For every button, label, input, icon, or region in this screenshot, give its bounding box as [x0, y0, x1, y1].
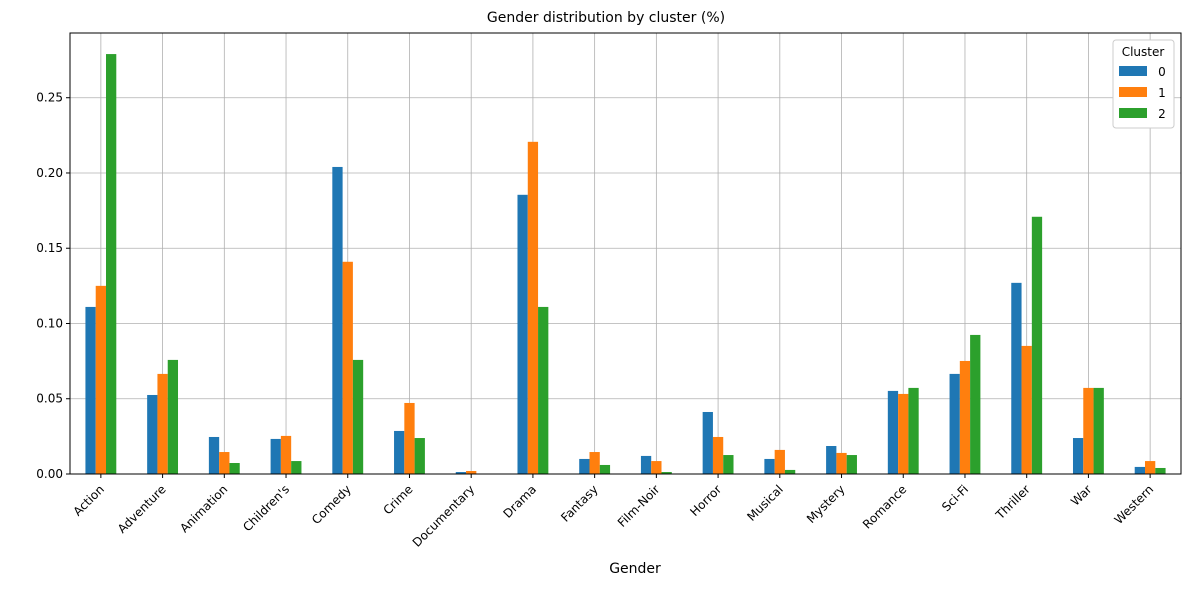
legend-swatch [1119, 66, 1147, 76]
x-tick-label: Adventure [115, 482, 169, 536]
bar-war-cluster-1 [1083, 387, 1094, 474]
bar-action-cluster-0 [85, 306, 96, 474]
x-tick-label: Horror [687, 482, 724, 519]
bar-musical-cluster-2 [784, 469, 796, 474]
bar-romance-cluster-2 [908, 387, 919, 474]
legend-label: 2 [1158, 107, 1166, 121]
bar-scifi-cluster-1 [959, 360, 971, 474]
bar-crime-cluster-2 [414, 438, 425, 474]
y-tick-label: 0.05 [36, 392, 63, 406]
bar-mystery-cluster-0 [826, 446, 837, 474]
x-tick-label: Sci-Fi [939, 482, 971, 514]
legend-label: 0 [1158, 65, 1166, 79]
bar-animation-cluster-2 [229, 463, 240, 474]
bar-childrens-cluster-2 [291, 461, 302, 474]
bar-animation-cluster-1 [219, 452, 230, 474]
bar-western-cluster-1 [1144, 461, 1156, 474]
x-tick-label: Musical [744, 482, 786, 524]
x-tick-label: Western [1112, 482, 1157, 527]
bar-drama-cluster-1 [527, 141, 539, 474]
bar-comedy-cluster-2 [352, 359, 364, 474]
x-tick-label: Crime [380, 482, 415, 517]
bar-mystery-cluster-1 [836, 452, 847, 474]
y-tick-label: 0.15 [36, 241, 63, 255]
bar-filmnoir-cluster-0 [640, 455, 652, 474]
x-tick-label: Children's [240, 482, 292, 534]
bar-filmnoir-cluster-1 [651, 461, 662, 474]
bar-childrens-cluster-1 [280, 435, 292, 474]
y-tick-label: 0.20 [36, 166, 63, 180]
legend-title: Cluster [1122, 45, 1165, 59]
bar-romance-cluster-1 [898, 393, 909, 474]
bar-fantasy-cluster-2 [599, 464, 611, 474]
bar-thriller-cluster-0 [1011, 282, 1022, 474]
bar-drama-cluster-0 [517, 194, 528, 474]
x-tick-label: Action [71, 482, 107, 518]
x-tick-label: Documentary [410, 482, 478, 550]
bar-comedy-cluster-1 [342, 261, 353, 474]
bar-romance-cluster-0 [887, 390, 899, 474]
bar-scifi-cluster-0 [949, 373, 960, 474]
x-tick-label: Thriller [992, 482, 1032, 522]
legend-label: 1 [1158, 86, 1166, 100]
bar-adventure-cluster-2 [167, 359, 179, 474]
bars [85, 54, 1166, 475]
x-axis: Action Adventure Animation Children's Comedy… [71, 474, 1157, 550]
bar-war-cluster-0 [1072, 438, 1084, 474]
x-tick-label: Mystery [804, 482, 848, 526]
legend-box [1112, 39, 1175, 129]
y-tick-label: 0.00 [36, 467, 63, 481]
bar-fantasy-cluster-1 [589, 452, 600, 474]
bar-adventure-cluster-0 [147, 394, 158, 474]
plot-frame [69, 32, 1182, 475]
bar-horror-cluster-1 [712, 436, 724, 474]
bar-war-cluster-2 [1093, 387, 1104, 474]
bar-childrens-cluster-0 [270, 438, 281, 474]
legend: Cluster 0 1 2 [1112, 39, 1175, 129]
y-tick-label: 0.25 [36, 91, 63, 105]
legend-swatch [1119, 108, 1147, 118]
y-axis: 0.00 0.05 0.10 0.15 0.20 0.25 [36, 91, 70, 481]
bar-musical-cluster-0 [764, 458, 775, 474]
bar-horror-cluster-0 [702, 411, 713, 474]
bar-musical-cluster-1 [774, 449, 785, 474]
x-axis-label: Gender [609, 561, 661, 577]
bar-action-cluster-2 [106, 54, 117, 475]
bar-mystery-cluster-2 [846, 455, 857, 474]
bar-adventure-cluster-1 [157, 373, 168, 474]
bar-scifi-cluster-2 [970, 334, 981, 474]
bar-crime-cluster-1 [404, 402, 415, 474]
bar-horror-cluster-2 [723, 455, 734, 474]
x-tick-label: Film-Noir [615, 482, 663, 530]
bar-thriller-cluster-1 [1021, 345, 1032, 474]
x-tick-label: Fantasy [558, 482, 601, 525]
x-tick-label: Drama [500, 482, 539, 521]
bar-western-cluster-2 [1155, 467, 1166, 474]
bar-fantasy-cluster-0 [579, 458, 590, 474]
bar-drama-cluster-2 [538, 306, 549, 474]
bar-documentary-cluster-1 [466, 470, 477, 474]
y-tick-label: 0.10 [36, 316, 63, 330]
bar-animation-cluster-0 [208, 436, 220, 474]
bar-thriller-cluster-2 [1031, 216, 1043, 474]
x-tick-label: Comedy [309, 482, 354, 527]
x-tick-label: Animation [177, 482, 230, 535]
bar-comedy-cluster-0 [332, 166, 343, 474]
bar-action-cluster-1 [95, 285, 107, 474]
bar-crime-cluster-0 [394, 430, 405, 474]
chart-title: Gender distribution by cluster (%) [487, 10, 725, 26]
bar-western-cluster-0 [1134, 466, 1145, 474]
legend-swatch [1119, 87, 1147, 97]
bar-filmnoir-cluster-2 [661, 472, 672, 474]
x-tick-label: War [1068, 482, 1094, 508]
bar-documentary-cluster-0 [455, 472, 467, 474]
x-tick-label: Romance [860, 482, 909, 531]
